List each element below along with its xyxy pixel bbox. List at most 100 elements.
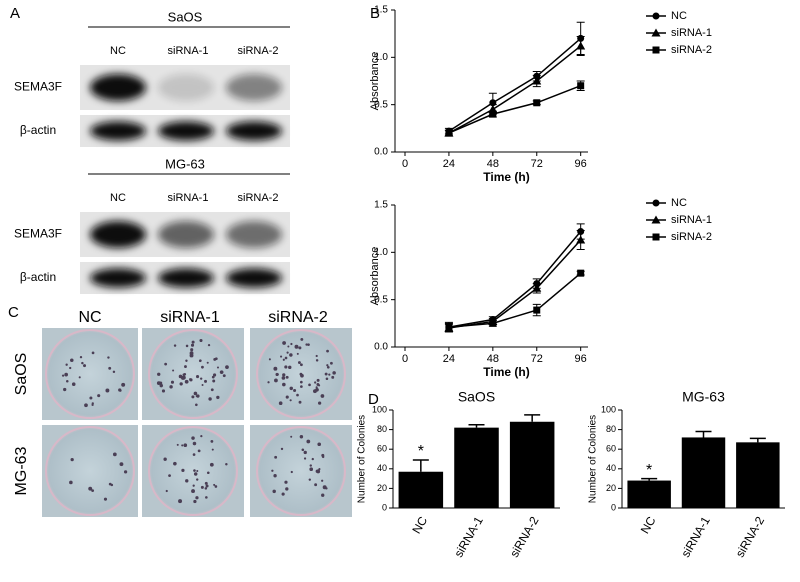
colony	[173, 461, 177, 466]
y-tick-label: 1.5	[374, 5, 388, 16]
colony	[298, 400, 302, 404]
colony	[196, 375, 200, 379]
colony	[103, 497, 108, 501]
colony	[321, 493, 325, 497]
colony	[281, 492, 285, 496]
colony	[216, 366, 220, 369]
band	[90, 221, 146, 248]
legend-label: NC	[671, 10, 687, 22]
colony	[195, 403, 198, 407]
blot-title: MG-63	[165, 156, 205, 171]
colony	[121, 382, 126, 387]
colony	[222, 374, 226, 378]
colony	[200, 435, 203, 438]
y-tick-label: 60	[606, 444, 616, 454]
colony	[201, 384, 204, 387]
series-line	[448, 45, 582, 134]
colony	[206, 471, 210, 475]
colony	[307, 343, 310, 346]
colony	[193, 391, 198, 396]
colony	[282, 373, 286, 377]
colony	[316, 469, 321, 474]
band	[158, 221, 214, 248]
bar	[736, 442, 780, 508]
x-tick-label: 48	[487, 353, 499, 365]
legend-label: siRNA-2	[671, 231, 712, 243]
colony	[164, 362, 168, 366]
colony	[199, 338, 203, 343]
colony	[66, 380, 69, 383]
colony	[318, 384, 321, 387]
panel-label: B	[370, 5, 380, 22]
lane-label: siRNA-1	[168, 45, 209, 57]
colony	[205, 496, 208, 499]
colony	[191, 340, 195, 344]
lane-label: siRNA-1	[168, 192, 209, 204]
band	[158, 268, 214, 288]
colony	[178, 499, 183, 504]
band	[90, 268, 146, 288]
colony	[191, 436, 195, 440]
plate	[148, 329, 238, 419]
y-tick-label: 0	[382, 502, 387, 512]
y-tick-label: 40	[606, 463, 616, 473]
colony	[299, 435, 304, 439]
error-bar	[749, 437, 766, 443]
colony	[204, 487, 208, 490]
colony	[331, 375, 335, 379]
colony	[173, 344, 177, 347]
error-bar	[641, 477, 658, 481]
colony	[209, 462, 214, 467]
colony	[156, 381, 161, 386]
colony	[170, 380, 175, 384]
colony	[189, 351, 194, 356]
marker	[652, 233, 660, 241]
band	[226, 121, 282, 141]
colony	[290, 470, 293, 474]
colony	[196, 469, 199, 472]
marker	[651, 215, 661, 224]
colony	[161, 389, 166, 393]
row-label: β-actin	[20, 123, 56, 137]
x-tick-label: 0	[402, 158, 408, 170]
column-label: siRNA-1	[160, 309, 220, 326]
row-label: SEMA3F	[14, 80, 62, 94]
x-tick-label: siRNA-1	[678, 514, 713, 560]
y-tick-label: 100	[372, 404, 387, 414]
marker	[652, 199, 660, 207]
band	[158, 121, 214, 141]
colony	[64, 372, 68, 377]
colony	[287, 345, 290, 348]
colony	[325, 377, 329, 381]
colony	[328, 373, 331, 376]
marker	[533, 306, 541, 314]
colony	[211, 375, 215, 379]
y-tick-label: 40	[377, 463, 387, 473]
colony	[189, 378, 192, 381]
band	[90, 121, 146, 141]
y-axis-label: Number of Colonies	[357, 415, 368, 503]
colony	[290, 435, 293, 438]
colony	[107, 356, 110, 359]
panel-label: D	[368, 391, 379, 408]
colony	[326, 364, 329, 367]
colony	[282, 358, 285, 361]
colony	[318, 401, 322, 405]
x-tick-label: NC	[638, 514, 659, 536]
colony	[296, 352, 299, 355]
colony	[317, 442, 322, 447]
colony	[225, 365, 229, 370]
colony	[274, 455, 278, 459]
colony	[200, 485, 204, 489]
colony	[181, 375, 186, 380]
colony	[168, 474, 171, 477]
colony	[70, 458, 74, 462]
colony	[191, 489, 195, 494]
colony	[332, 371, 336, 375]
colony	[183, 443, 188, 448]
colony	[324, 372, 328, 376]
colony	[89, 396, 93, 400]
x-tick-label: NC	[409, 514, 430, 536]
colony	[305, 343, 308, 346]
marker	[651, 28, 661, 37]
